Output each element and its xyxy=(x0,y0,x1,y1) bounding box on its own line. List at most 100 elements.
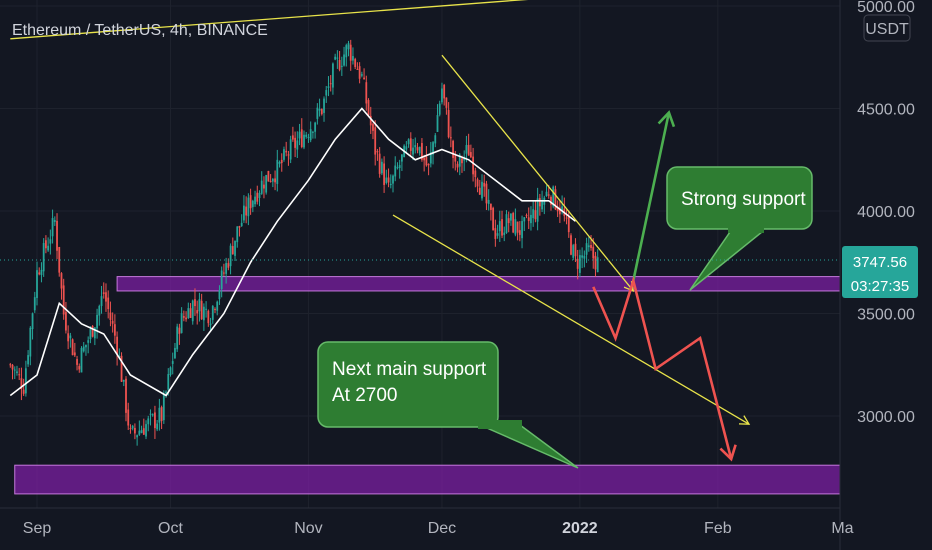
candle-body xyxy=(87,340,90,343)
candle-body xyxy=(105,292,107,302)
candle-body xyxy=(82,346,85,352)
x-tick-label: Nov xyxy=(294,520,322,537)
candle-body xyxy=(40,269,43,276)
candle-body xyxy=(225,263,228,274)
candle-body xyxy=(31,313,34,330)
candle-body xyxy=(191,300,194,322)
candle-body xyxy=(145,424,147,437)
candle-body xyxy=(445,97,448,108)
candle-body xyxy=(271,178,274,182)
candle-body xyxy=(116,336,118,355)
candle-body xyxy=(76,359,78,365)
candle-body xyxy=(369,115,372,126)
candle-body xyxy=(425,156,428,166)
candle-body xyxy=(194,299,196,307)
candle-body xyxy=(360,74,363,76)
candle-body xyxy=(456,163,459,168)
candle-body xyxy=(278,161,281,164)
chart-title: Ethereum / TetherUS, 4h, BINANCE xyxy=(12,22,268,39)
candle-body xyxy=(334,56,337,60)
candle-body xyxy=(380,161,383,174)
candle-body xyxy=(53,220,56,222)
candle-body xyxy=(162,394,165,421)
candle-body xyxy=(156,423,159,430)
candle-body xyxy=(240,222,243,227)
candle-body xyxy=(98,306,101,316)
currency-box[interactable] xyxy=(863,14,911,42)
candle-body xyxy=(125,378,127,413)
last-price-countdown: 03:27:35 xyxy=(851,278,909,295)
candle-body xyxy=(33,297,36,311)
candle-body xyxy=(532,209,535,219)
candle-body xyxy=(541,200,543,210)
green-projection-arrowhead xyxy=(657,110,676,128)
currency-selector[interactable]: USDT xyxy=(863,14,911,42)
candle-body xyxy=(227,263,230,268)
candle-body xyxy=(376,151,379,153)
candle-body xyxy=(265,175,268,193)
candle-body xyxy=(196,310,199,314)
candle-body xyxy=(323,98,325,113)
candle-body xyxy=(283,149,285,160)
candle-body xyxy=(567,215,570,233)
candle-body xyxy=(89,329,92,340)
candle-body xyxy=(138,430,141,435)
candle-body xyxy=(441,88,443,103)
candle-body xyxy=(550,196,552,205)
candle-body xyxy=(307,136,310,138)
candle-body xyxy=(80,347,83,373)
candle-body xyxy=(590,245,592,248)
candle-body xyxy=(78,366,81,370)
candle-body xyxy=(405,146,408,150)
candle-body xyxy=(131,425,134,429)
candle-body xyxy=(154,412,156,429)
candle-body xyxy=(73,352,76,356)
candle-body xyxy=(303,134,305,148)
candle-body xyxy=(570,235,572,255)
candle-body xyxy=(107,297,110,310)
candle-body xyxy=(340,65,343,67)
moving-average xyxy=(9,107,576,397)
candle-body xyxy=(291,135,294,140)
candle-body xyxy=(401,154,403,162)
candle-body xyxy=(436,115,439,132)
candle-body xyxy=(367,100,370,116)
candle-body xyxy=(343,54,345,66)
next-support-box xyxy=(317,341,499,428)
candle-body xyxy=(171,361,174,364)
candle-body xyxy=(100,296,103,307)
candle-body xyxy=(383,163,385,185)
candle-body xyxy=(122,380,125,382)
candle-body xyxy=(214,308,216,310)
candle-body xyxy=(510,213,512,221)
green-projection-path xyxy=(632,112,671,281)
candle-body xyxy=(185,317,187,320)
next-support-line2: At 2700 xyxy=(332,385,398,406)
currency-label[interactable]: USDT xyxy=(865,21,909,38)
candle-body xyxy=(561,206,563,212)
candle-body xyxy=(429,152,432,164)
candle-body xyxy=(356,68,359,70)
candle-body xyxy=(338,59,341,70)
candle-body xyxy=(554,189,557,210)
candle-body xyxy=(67,333,70,342)
candle-body xyxy=(545,191,548,197)
candle-body xyxy=(11,364,14,370)
candle-body xyxy=(238,226,241,228)
candle-body xyxy=(180,313,183,333)
candle-body xyxy=(247,197,250,217)
candle-body xyxy=(263,184,265,189)
candle-body xyxy=(142,428,145,435)
last-price-box xyxy=(842,246,918,298)
candle-body xyxy=(169,367,172,376)
candle-body xyxy=(416,147,419,151)
candle-body xyxy=(198,299,201,312)
candle-body xyxy=(392,175,394,184)
candle-body xyxy=(467,144,470,156)
candle-body xyxy=(147,418,150,425)
candle-body xyxy=(29,327,32,357)
x-tick-label: Feb xyxy=(704,520,732,537)
candle-body xyxy=(501,219,503,236)
candle-body xyxy=(336,57,339,59)
